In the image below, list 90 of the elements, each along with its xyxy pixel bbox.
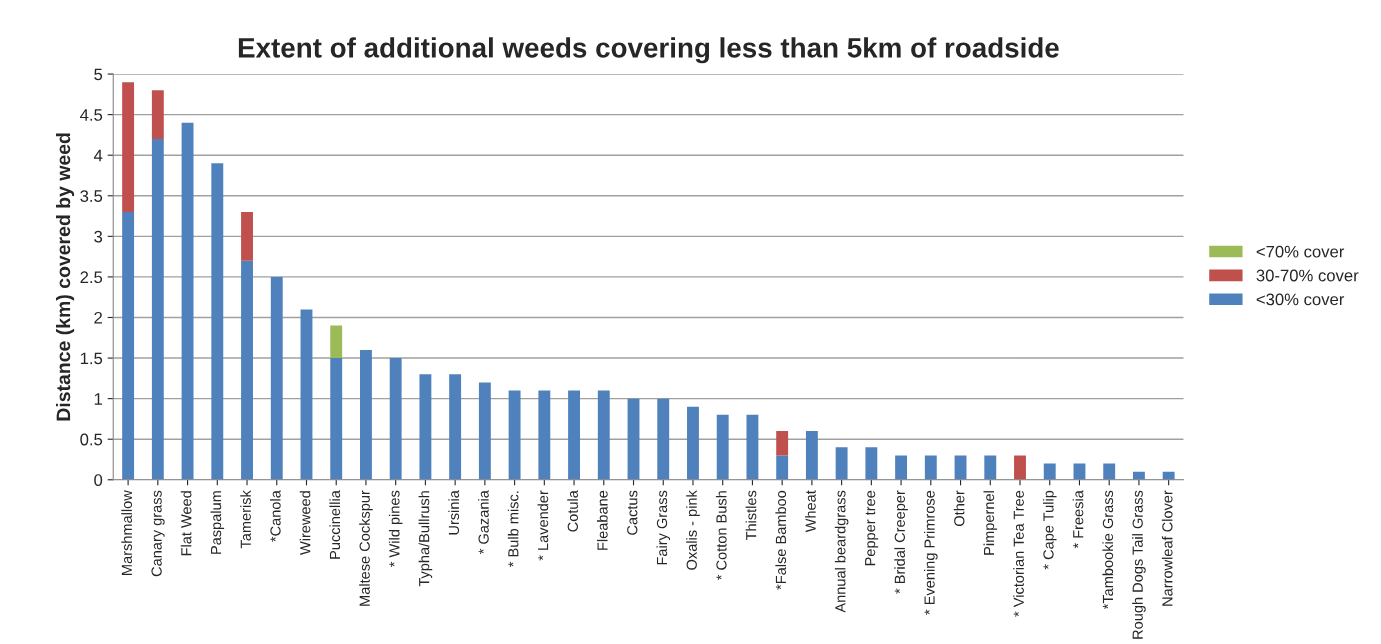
x-tick-label: Fleabane <box>596 490 608 550</box>
x-tick-label: Flat Weed <box>180 491 192 556</box>
bar <box>1014 455 1026 480</box>
x-tick-label: Cactus <box>627 490 638 535</box>
x-tick-label: Typha/Bullrush <box>418 491 433 587</box>
x-tick-label: Paspalum <box>210 491 225 554</box>
legend-label: <70% cover <box>1256 245 1345 258</box>
bar <box>984 455 997 480</box>
y-tick-label: 1.5 <box>80 352 103 365</box>
bar <box>776 431 789 456</box>
y-tick-label: 4 <box>93 149 103 162</box>
y-tick-label: 4.5 <box>80 109 103 121</box>
bar <box>508 390 521 480</box>
y-tick-label: 0 <box>94 474 103 486</box>
bar <box>122 82 135 212</box>
x-tick-label: * Bulb misc. <box>507 491 519 567</box>
bar <box>597 390 610 480</box>
bar <box>924 455 937 480</box>
bar <box>270 276 283 480</box>
x-tick-label: *Tambookie Grass <box>1102 490 1114 610</box>
y-tick-label: 2.5 <box>80 271 103 284</box>
legend-label: <30% cover <box>1256 293 1345 306</box>
bar <box>746 414 759 480</box>
bar <box>360 349 372 480</box>
x-tick-label: Maltese Cockspur <box>359 490 373 606</box>
bar <box>300 309 313 480</box>
bar <box>151 138 164 480</box>
x-tick-label: * Gazania <box>478 490 489 554</box>
bar <box>716 414 729 480</box>
bar <box>865 447 878 480</box>
chart-title: Extent of additional weeds covering less than 5km of roadside <box>238 37 1059 64</box>
bar <box>181 122 194 480</box>
bar <box>1103 463 1116 480</box>
bar <box>895 455 908 480</box>
bar <box>419 374 432 480</box>
bar <box>627 398 640 480</box>
bar <box>687 406 699 480</box>
x-tick-label: Narrowleaf Clover <box>1161 490 1173 606</box>
y-tick-label: 2 <box>94 311 102 324</box>
bar <box>151 90 164 139</box>
y-tick-label: 1 <box>94 393 103 405</box>
x-tick-label: * Wild pines <box>388 490 403 567</box>
x-tick-label: *False Bamboo <box>775 490 787 590</box>
bar <box>211 163 224 480</box>
legend-label: 30-70% cover <box>1256 269 1359 282</box>
x-tick-label: Annual beardgrass <box>834 490 849 613</box>
x-tick-label: * Lavender <box>537 490 549 561</box>
x-tick-label: * Evening Primrose <box>924 490 938 615</box>
bar <box>657 398 670 480</box>
x-tick-label: * Cape Tulip <box>1042 490 1057 570</box>
y-tick-label: 3.5 <box>80 190 103 202</box>
x-tick-label: Ursinia <box>448 490 460 535</box>
x-tick-label: Wheat <box>805 490 816 533</box>
bar <box>330 325 343 359</box>
x-tick-label: Puccinellia <box>329 490 341 559</box>
bar <box>122 212 135 480</box>
x-tick-label: Fairy Grass <box>656 490 671 565</box>
y-axis-title: Distance (km) covered by weed <box>55 133 75 421</box>
x-tick-label: Rough Dogs Tail Grass <box>1132 490 1146 639</box>
y-tick-label: 0.5 <box>80 433 103 446</box>
x-tick-label: * Cotton Bush <box>715 491 727 580</box>
bar <box>805 431 818 480</box>
x-tick-label: Other <box>953 490 965 526</box>
x-tick-label: * Freesia <box>1072 490 1084 549</box>
x-tick-label: *Canola <box>269 490 281 542</box>
bar <box>241 212 253 261</box>
y-tick-label: 3 <box>94 230 103 243</box>
bar <box>241 260 253 480</box>
x-tick-label: Thistles <box>745 490 757 541</box>
x-tick-label: Pimpernel <box>983 491 998 555</box>
bar <box>1043 463 1056 480</box>
bar <box>954 455 967 480</box>
bar <box>538 390 551 480</box>
bar <box>568 390 580 480</box>
bar <box>449 374 462 480</box>
x-tick-label: Oxalis - pink <box>686 490 700 570</box>
x-tick-label: Pepper tree <box>865 490 879 566</box>
x-tick-label: * Victorian Tea Tree <box>1013 490 1024 617</box>
bar <box>330 358 343 480</box>
x-tick-label: Wireweed <box>299 491 311 555</box>
bar <box>776 455 789 480</box>
bar <box>478 382 491 480</box>
x-tick-label: Cotula <box>567 490 578 532</box>
x-tick-label: Marshmallow <box>121 490 133 575</box>
y-tick-label: 5 <box>94 68 103 81</box>
x-tick-label: Tamerisk <box>240 490 251 549</box>
x-tick-label: * Bridal Creeper <box>894 490 908 594</box>
bar <box>389 358 402 480</box>
bar <box>835 447 848 480</box>
x-tick-label: Canary grass <box>151 490 165 577</box>
